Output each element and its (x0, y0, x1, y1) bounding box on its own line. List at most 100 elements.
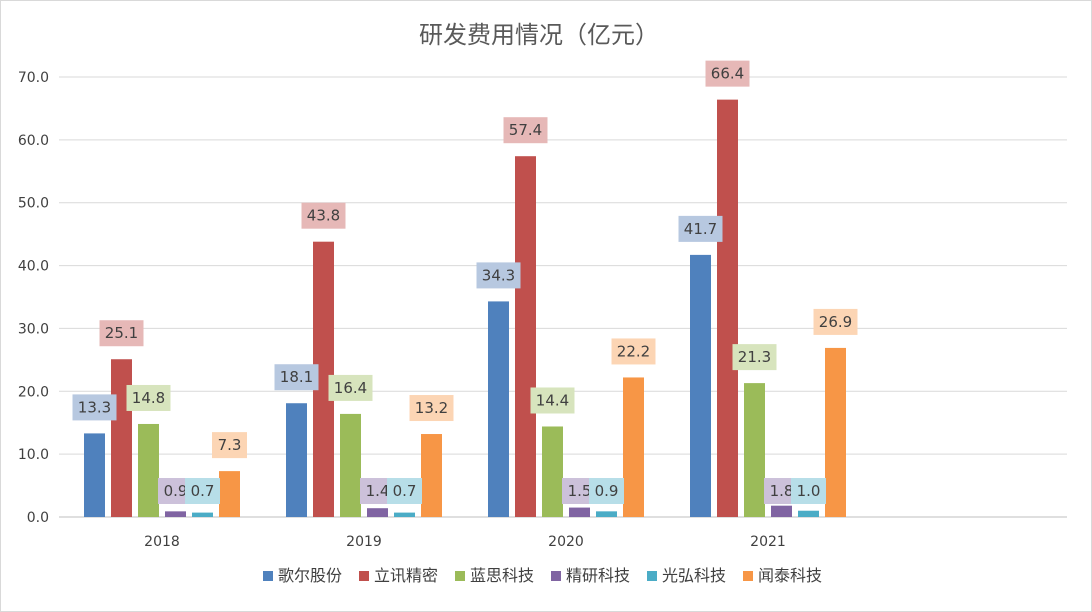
data-label: 0.7 (393, 482, 417, 500)
legend-item: 光弘科技 (647, 566, 726, 585)
data-label: 14.4 (536, 391, 569, 409)
data-label: 7.3 (218, 436, 242, 454)
bar (421, 434, 442, 517)
data-label: 14.8 (132, 389, 165, 407)
bar (488, 301, 509, 517)
bar (690, 254, 711, 517)
bar (138, 423, 159, 517)
x-tick-label: 2019 (346, 534, 382, 550)
bar (744, 383, 765, 517)
legend-label: 蓝思科技 (470, 566, 534, 585)
legend-label: 精研科技 (566, 566, 630, 585)
y-tick-label: 0.0 (27, 510, 49, 526)
legend-item: 精研科技 (551, 566, 630, 585)
data-label: 1.4 (366, 482, 390, 500)
data-label-background (185, 478, 220, 504)
bar (313, 241, 334, 517)
data-label-background (813, 308, 858, 335)
data-label-background (328, 374, 373, 401)
legend-label: 立讯精密 (374, 566, 438, 585)
x-axis: 2018 2019 2020 2021 (144, 534, 786, 550)
bar (542, 426, 563, 517)
legend-swatch (743, 571, 753, 581)
data-label: 34.3 (482, 266, 515, 284)
data-label: 43.8 (307, 207, 340, 225)
data-label: 1.5 (568, 482, 592, 500)
legend-swatch (263, 571, 273, 581)
legend: 歌尔股份 立讯精密 蓝思科技 精研科技 光弘科技 闻泰科技 (263, 566, 822, 585)
data-label: 0.9 (595, 482, 619, 500)
data-label-background (678, 215, 723, 242)
bar (825, 347, 846, 517)
data-label-background (530, 387, 575, 414)
bar (623, 377, 644, 517)
bar (798, 510, 819, 517)
data-label: 41.7 (684, 220, 717, 238)
legend-swatch (359, 571, 369, 581)
data-label: 22.2 (617, 342, 650, 360)
bar (340, 413, 361, 517)
x-tick-label: 2020 (548, 534, 584, 550)
bar (771, 505, 792, 517)
legend-swatch (551, 571, 561, 581)
data-label-background (791, 478, 826, 504)
data-label-background (301, 202, 346, 229)
legend-swatch (455, 571, 465, 581)
data-label: 18.1 (280, 368, 313, 386)
data-label: 66.4 (711, 65, 744, 83)
x-tick-label: 2021 (750, 534, 786, 550)
data-label: 1.0 (797, 482, 821, 500)
bar (286, 403, 307, 517)
bar (596, 511, 617, 517)
data-label-background (99, 320, 144, 347)
y-tick-label: 50.0 (18, 196, 49, 212)
bar (192, 512, 213, 517)
data-label: 0.7 (191, 482, 215, 500)
legend-label: 歌尔股份 (278, 566, 342, 585)
y-tick-label: 10.0 (18, 447, 49, 463)
bar (219, 471, 240, 517)
data-label: 21.3 (738, 348, 771, 366)
bar (394, 512, 415, 517)
chart-title: 研发费用情况（亿元） (419, 21, 659, 49)
legend-label: 闻泰科技 (758, 566, 822, 585)
legend-item: 歌尔股份 (263, 566, 342, 585)
data-label-background (503, 117, 548, 144)
legend-swatch (647, 571, 657, 581)
y-axis: 0.0 10.0 20.0 30.0 40.0 50.0 60.0 70.0 (18, 70, 49, 526)
data-label-background (732, 344, 777, 371)
legend-item: 蓝思科技 (455, 566, 534, 585)
data-label-background (611, 338, 656, 365)
y-tick-label: 40.0 (18, 259, 49, 275)
bar (165, 511, 186, 517)
data-label: 25.1 (105, 324, 138, 342)
data-label-background (409, 395, 454, 422)
data-label: 13.3 (78, 398, 111, 416)
y-tick-label: 70.0 (18, 70, 49, 86)
legend-item: 立讯精密 (359, 566, 438, 585)
data-label: 0.9 (164, 482, 188, 500)
data-label-background (476, 262, 521, 289)
data-label: 13.2 (415, 399, 448, 417)
data-label-background (212, 432, 247, 459)
data-label-background (387, 478, 422, 504)
bar (717, 99, 738, 517)
y-tick-label: 20.0 (18, 384, 49, 400)
x-tick-label: 2018 (144, 534, 180, 550)
data-label: 57.4 (509, 121, 542, 139)
data-label-background (72, 394, 117, 421)
data-label: 26.9 (819, 313, 852, 331)
y-tick-label: 60.0 (18, 133, 49, 149)
data-label-background (126, 384, 171, 411)
bar (515, 156, 536, 517)
legend-label: 光弘科技 (662, 566, 726, 585)
data-label-background (705, 60, 750, 87)
y-tick-label: 30.0 (18, 321, 49, 337)
legend-item: 闻泰科技 (743, 566, 822, 585)
bar (569, 507, 590, 517)
data-label: 16.4 (334, 379, 367, 397)
data-label-background (274, 364, 319, 391)
bars (84, 99, 846, 517)
